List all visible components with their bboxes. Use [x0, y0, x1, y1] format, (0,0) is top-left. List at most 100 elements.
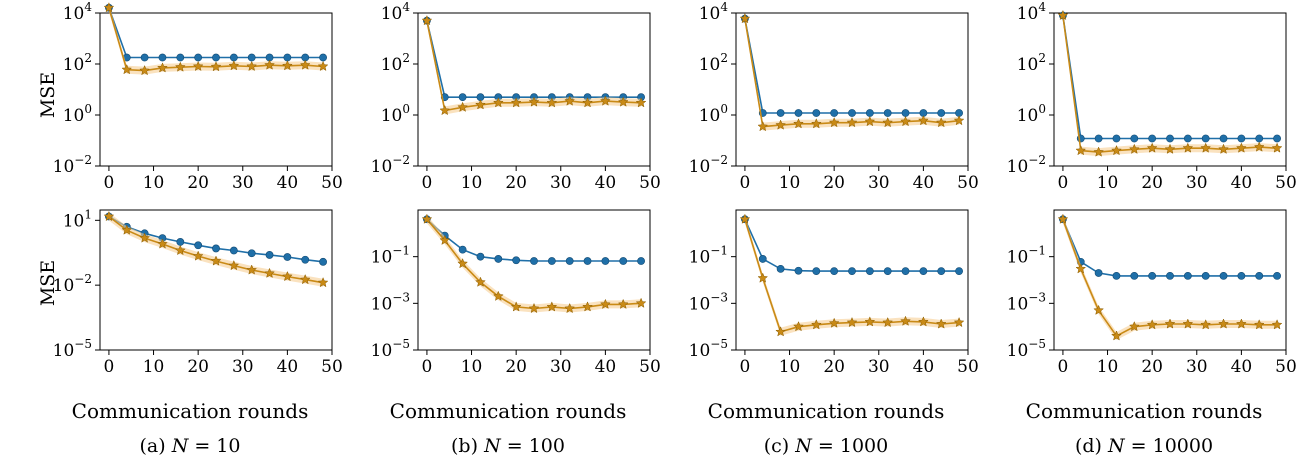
data-point-circle: [848, 109, 856, 117]
data-point-circle: [776, 264, 785, 273]
data-point-star: [1128, 143, 1140, 154]
x-tick-label: 30: [232, 173, 254, 193]
data-point-star: [828, 117, 840, 128]
confidence-band: [426, 16, 642, 115]
y-tick-label: 10−1: [1007, 244, 1046, 268]
y-tick-label: 10−2: [53, 153, 92, 177]
data-point-circle: [1130, 271, 1139, 280]
y-tick-label: 10−3: [689, 290, 728, 314]
x-tick-label: 50: [1275, 357, 1297, 377]
data-point-circle: [1201, 271, 1210, 280]
y-tick-exponent: −5: [392, 337, 410, 351]
y-tick-exponent: 2: [84, 51, 92, 65]
data-point-circle: [601, 257, 610, 265]
data-point-circle: [1255, 134, 1264, 143]
y-tick-exponent: 1: [84, 207, 92, 221]
data-point-circle: [1219, 271, 1228, 280]
y-tick-base: 10: [381, 4, 403, 24]
data-point-star: [828, 317, 840, 328]
y-tick-exponent: −5: [74, 337, 92, 351]
data-point-star: [192, 60, 204, 72]
y-tick-exponent: 4: [1038, 0, 1046, 14]
data-point-star: [492, 97, 504, 108]
data-point-star: [917, 115, 929, 126]
data-point-circle: [565, 257, 574, 265]
data-point-star: [475, 99, 486, 110]
caption-d-var: N: [1107, 435, 1126, 457]
data-point-circle: [901, 267, 910, 276]
x-tick-label: 30: [1186, 357, 1208, 377]
x-tick-label: 0: [740, 173, 751, 193]
y-tick-base: 10: [53, 157, 75, 177]
data-point-circle: [619, 257, 628, 265]
data-point-circle: [865, 109, 874, 117]
y-tick-exponent: −1: [392, 244, 410, 258]
caption-d-value: = 10000: [1131, 435, 1213, 457]
y-tick-base: 10: [689, 341, 711, 361]
data-point-star: [439, 234, 451, 245]
data-point-star: [546, 97, 558, 108]
y-tick-label: 10−1: [689, 244, 728, 268]
data-point-circle: [1237, 271, 1246, 280]
x-tick-label: 10: [143, 357, 165, 377]
data-point-star: [1093, 146, 1105, 157]
data-point-circle: [1273, 134, 1281, 143]
x-tick-label: 20: [1141, 173, 1163, 193]
data-point-star: [1235, 142, 1247, 153]
data-point-star: [793, 118, 804, 129]
data-point-star: [1253, 319, 1265, 330]
caption-c: (c) N = 1000: [764, 435, 889, 457]
data-point-star: [1057, 9, 1069, 21]
y-tick-base: 10: [63, 55, 85, 75]
caption-c-var: N: [794, 435, 813, 457]
x-tick-label: 0: [1058, 173, 1069, 193]
y-tick-exponent: −2: [74, 272, 92, 286]
y-tick-label: 104: [699, 0, 729, 24]
data-point-star: [317, 277, 329, 288]
data-point-star: [793, 321, 804, 332]
data-point-star: [121, 224, 133, 235]
data-point-star: [174, 61, 186, 72]
y-tick-exponent: 2: [402, 51, 410, 65]
data-point-circle: [140, 53, 149, 62]
data-point-circle: [1255, 271, 1264, 280]
y-tick-exponent: 0: [1038, 102, 1046, 116]
data-point-star: [1164, 143, 1176, 154]
data-point-star: [510, 301, 522, 312]
data-point-circle: [1130, 134, 1139, 143]
x-axis-label-d: Communication rounds: [1026, 399, 1263, 423]
x-tick-label: 0: [104, 173, 115, 193]
data-point-star: [528, 96, 540, 107]
y-tick-base: 10: [53, 341, 75, 361]
x-tick-label: 50: [321, 357, 343, 377]
confidence-band: [1062, 215, 1278, 340]
y-tick-exponent: 2: [1038, 51, 1046, 65]
data-point-circle: [1112, 134, 1121, 143]
data-point-star: [1253, 141, 1265, 152]
data-point-star: [882, 316, 894, 328]
x-tick-label: 50: [957, 357, 979, 377]
y-tick-exponent: −3: [710, 290, 728, 304]
data-point-star: [421, 15, 433, 26]
y-tick-base: 10: [1007, 294, 1029, 314]
x-tick-label: 40: [595, 357, 617, 377]
y-tick-base: 10: [381, 106, 403, 126]
data-point-star: [299, 59, 311, 70]
data-point-star: [582, 301, 593, 312]
data-point-star: [953, 316, 965, 328]
data-point-circle: [458, 245, 467, 254]
x-tick-label: 30: [1186, 173, 1208, 193]
x-tick-label: 50: [639, 357, 661, 377]
data-point-star: [953, 115, 965, 126]
x-tick-label: 40: [595, 173, 617, 193]
data-point-star: [457, 101, 469, 112]
data-point-circle: [1183, 271, 1192, 280]
data-point-circle: [530, 257, 538, 265]
data-point-star: [439, 104, 451, 116]
data-point-star: [1218, 318, 1229, 329]
x-tick-label: 10: [143, 173, 165, 193]
y-tick-label: 10−5: [689, 337, 728, 361]
